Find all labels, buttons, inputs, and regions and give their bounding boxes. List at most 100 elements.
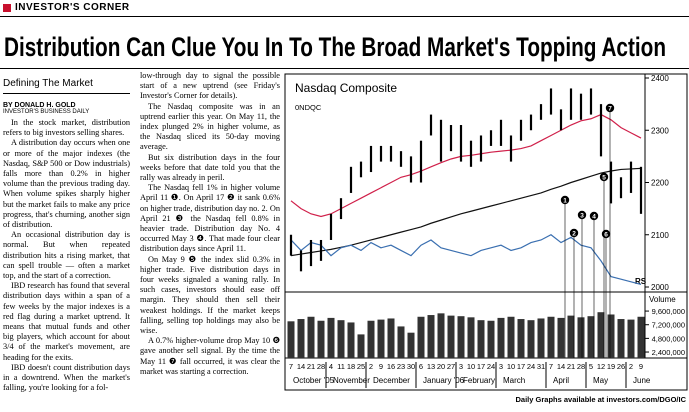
x-tick-label: 26 <box>617 362 625 371</box>
x-tick-label: 3 <box>459 362 463 371</box>
x-tick-label: 2 <box>369 362 373 371</box>
x-tick-label: 17 <box>477 362 485 371</box>
volume-bar <box>507 316 515 358</box>
volume-bar <box>577 317 585 358</box>
rule <box>0 16 689 17</box>
volume-bar <box>447 315 455 358</box>
x-tick-label: 18 <box>347 362 355 371</box>
middle-column: low-through day to signal the possible s… <box>140 71 280 412</box>
paragraph: An occasional distribution day is normal… <box>3 230 130 281</box>
volume-tick-label: 9,600,000 <box>652 307 685 316</box>
x-tick-label: 9 <box>639 362 643 371</box>
marker-badge <box>605 103 615 113</box>
chart-title: Nasdaq Composite <box>295 81 397 95</box>
y-tick-label: 2400 <box>651 74 669 83</box>
byline: BY DONALD H. GOLD <box>3 102 76 109</box>
x-tick-label: 6 <box>419 362 423 371</box>
volume-bar <box>467 317 475 358</box>
volume-bar <box>337 320 345 358</box>
volume-bar <box>287 321 295 358</box>
x-tick-label: 16 <box>387 362 395 371</box>
x-tick-label: 4 <box>329 362 333 371</box>
x-tick-label: 12 <box>597 362 605 371</box>
volume-bar <box>607 314 615 358</box>
volume-bar <box>617 319 625 358</box>
volume-tick-label: 2,400,000 <box>652 348 685 357</box>
marker-badge <box>599 172 609 182</box>
paragraph: On May 9 ❺ the index slid 0.3% in higher… <box>140 254 280 336</box>
x-tick-label: 24 <box>527 362 535 371</box>
volume-bar <box>377 319 385 358</box>
month-label: May <box>593 376 608 385</box>
volume-bar <box>497 317 505 358</box>
volume-tick-label: 7,200,000 <box>652 321 685 330</box>
x-tick-label: 24 <box>487 362 495 371</box>
x-tick-label: 2 <box>629 362 633 371</box>
volume-bar <box>307 316 315 358</box>
x-tick-label: 3 <box>499 362 503 371</box>
marker-label: 1 <box>563 198 567 205</box>
volume-bar <box>477 320 485 358</box>
line-series <box>290 113 642 218</box>
volume-label: Volume <box>649 295 676 304</box>
volume-bar <box>427 315 435 358</box>
month-label: December <box>373 376 410 385</box>
x-tick-label: 21 <box>307 362 315 371</box>
marker-label: 3 <box>580 213 584 220</box>
x-tick-label: 14 <box>297 362 305 371</box>
x-tick-label: 7 <box>549 362 553 371</box>
volume-bar <box>437 313 445 358</box>
marker-label: 6 <box>604 232 608 239</box>
volume-bar <box>587 316 595 358</box>
paragraph: IBD research has found that several dist… <box>3 281 130 362</box>
volume-bar <box>627 319 635 358</box>
x-tick-label: 23 <box>397 362 405 371</box>
line-series <box>290 234 642 285</box>
marker-badge <box>569 228 579 238</box>
volume-bar <box>407 332 415 358</box>
ticker: 0NDQC <box>295 103 322 112</box>
volume-bar <box>487 320 495 358</box>
paragraph: But six distribution days in the four we… <box>140 152 280 183</box>
volume-bar <box>327 317 335 358</box>
volume-bar <box>557 317 565 358</box>
left-column: Defining The Market BY DONALD H. GOLD IN… <box>3 74 130 412</box>
month-label: November <box>333 376 370 385</box>
sidebar-heading: Defining The Market <box>3 74 130 94</box>
month-label: February <box>463 376 495 385</box>
volume-bar <box>417 316 425 358</box>
affiliation: INVESTOR'S BUSINESS DAILY <box>3 109 90 115</box>
paragraph: IBD doesn't count distribution days in a… <box>3 362 130 393</box>
headline: Distribution Can Clue You In To The Broa… <box>4 32 666 62</box>
volume-bar <box>517 319 525 358</box>
chart: Nasdaq Composite 0NDQC RS Volume Daily G… <box>284 73 688 404</box>
headline-box: Distribution Can Clue You In To The Broa… <box>4 32 666 62</box>
volume-bar <box>387 318 395 358</box>
paragraph: The Nasdaq fell 1% in higher volume Apri… <box>140 183 280 254</box>
volume-bar <box>297 319 305 358</box>
volume-bar <box>597 312 605 358</box>
volume-bar <box>367 320 375 358</box>
marker-label: 4 <box>592 214 596 221</box>
rule <box>0 68 689 69</box>
x-tick-label: 19 <box>607 362 615 371</box>
section-icon <box>3 4 11 12</box>
volume-bar <box>537 318 545 358</box>
chart-frame <box>284 73 688 391</box>
paragraph: The Nasdaq composite was in an uptrend e… <box>140 101 280 152</box>
x-tick-label: 27 <box>447 362 455 371</box>
x-tick-label: 20 <box>437 362 445 371</box>
paragraph: A distribution day occurs when one or mo… <box>3 138 130 230</box>
y-tick-label: 2100 <box>651 231 669 240</box>
volume-bar <box>357 334 365 358</box>
volume-bar <box>567 315 575 358</box>
marker-label: 5 <box>602 175 606 182</box>
rs-label: RS <box>635 277 647 286</box>
text-body: low-through day to signal the possible s… <box>140 71 280 377</box>
volume-bar <box>347 322 355 358</box>
marker-badge <box>601 229 611 239</box>
x-tick-label: 7 <box>289 362 293 371</box>
x-tick-label: 11 <box>337 362 345 371</box>
marker-label: 2 <box>572 231 576 238</box>
